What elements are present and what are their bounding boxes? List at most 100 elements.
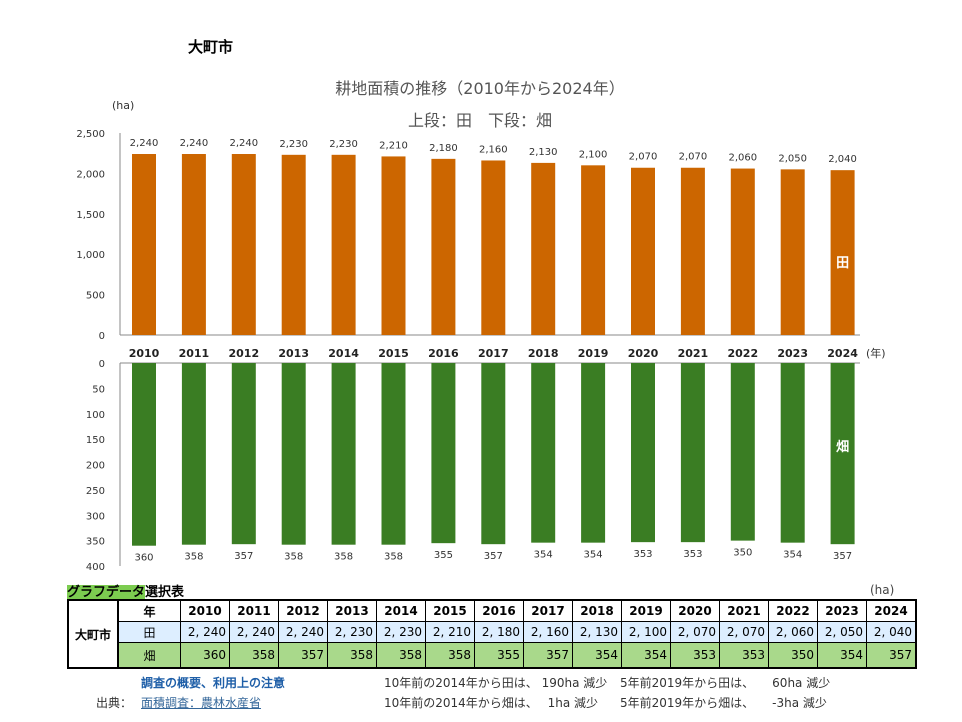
- rice-data-label: 2,210: [379, 140, 408, 151]
- field-cell[interactable]: 357: [866, 642, 917, 669]
- lower-y-tick: 100: [86, 410, 105, 421]
- years-cell[interactable]: 2023: [817, 599, 867, 622]
- upper-y-tick: 1,000: [76, 250, 105, 261]
- rice-data-label: 2,160: [479, 144, 508, 155]
- rice-cell[interactable]: 2, 210: [425, 621, 475, 643]
- x-axis-unit: (年): [866, 346, 886, 360]
- rice-cell[interactable]: 2, 160: [523, 621, 573, 643]
- lower-y-tick: 400: [86, 562, 105, 573]
- rice-data-label: 2,050: [778, 153, 807, 164]
- years-cell[interactable]: 2021: [719, 599, 769, 622]
- field-bar: [581, 363, 606, 543]
- rice-cell[interactable]: 2, 070: [670, 621, 720, 643]
- field-bar: [481, 363, 506, 545]
- rice-data-label: 2,240: [130, 138, 159, 149]
- rice-data-label: 2,230: [279, 139, 308, 150]
- field-bar: [431, 363, 456, 544]
- rice-cell[interactable]: 2, 040: [866, 621, 917, 643]
- field-bar: [531, 363, 556, 543]
- field-data-label: 358: [284, 552, 303, 563]
- field-data-label: 358: [184, 552, 203, 563]
- rice-bar: [132, 154, 156, 335]
- rice-cell[interactable]: 2, 100: [621, 621, 671, 643]
- upper-y-tick: 1,500: [76, 210, 105, 221]
- years-cell[interactable]: 2014: [376, 599, 426, 622]
- x-tick-label: 2022: [727, 347, 758, 360]
- field-bar: [381, 363, 406, 545]
- years-cell[interactable]: 2017: [523, 599, 573, 622]
- field-data-label: 357: [234, 551, 253, 562]
- rice-label: 田: [117, 621, 181, 643]
- rice-bar: [780, 169, 805, 335]
- lower-y-tick: 0: [99, 359, 105, 370]
- years-cell[interactable]: 2022: [768, 599, 818, 622]
- field-cell[interactable]: 354: [621, 642, 671, 669]
- rice-cell[interactable]: 2, 230: [327, 621, 377, 643]
- x-tick-label: 2019: [578, 347, 609, 360]
- field-cell[interactable]: 355: [474, 642, 524, 669]
- field-bar: [132, 363, 156, 546]
- field-data-label: 354: [534, 550, 553, 561]
- field-cell[interactable]: 358: [229, 642, 279, 669]
- field-cell[interactable]: 357: [278, 642, 328, 669]
- field-series-label: 畑: [836, 440, 849, 455]
- field-cell[interactable]: 353: [670, 642, 720, 669]
- rice-bar: [581, 165, 606, 335]
- rice-cell[interactable]: 2, 050: [817, 621, 867, 643]
- rice-data-label: 2,070: [679, 152, 708, 163]
- field-cell[interactable]: 354: [572, 642, 622, 669]
- field-cell[interactable]: 358: [376, 642, 426, 669]
- field-data-label: 355: [434, 550, 453, 561]
- rice-data-label: 2,240: [180, 138, 209, 149]
- field-bar: [231, 363, 256, 545]
- years-cell[interactable]: 2013: [327, 599, 377, 622]
- rice-cell[interactable]: 2, 240: [278, 621, 328, 643]
- years-cell[interactable]: 2010: [180, 599, 230, 622]
- years-cell[interactable]: 2011: [229, 599, 279, 622]
- field-cell[interactable]: 354: [817, 642, 867, 669]
- field-data-label: 350: [733, 548, 752, 559]
- years-cell[interactable]: 2020: [670, 599, 720, 622]
- rice-bar: [181, 154, 206, 335]
- note-rice-5y: 5年前2019年から田は、 60ha 減少: [620, 676, 831, 690]
- x-tick-label: 2014: [328, 347, 359, 360]
- field-bar: [181, 363, 206, 545]
- rice-cell[interactable]: 2, 180: [474, 621, 524, 643]
- source-link[interactable]: 面積調査：農林水産省: [141, 696, 262, 710]
- years-cell[interactable]: 2018: [572, 599, 622, 622]
- field-cell[interactable]: 353: [719, 642, 769, 669]
- years-cell[interactable]: 2015: [425, 599, 475, 622]
- lower-y-tick: 200: [86, 461, 105, 472]
- table-title: グラフデータ選択表: [67, 585, 185, 600]
- years-cell[interactable]: 2019: [621, 599, 671, 622]
- rice-cell[interactable]: 2, 070: [719, 621, 769, 643]
- field-cell[interactable]: 358: [327, 642, 377, 669]
- x-tick-label: 2016: [428, 347, 459, 360]
- x-tick-label: 2013: [278, 347, 309, 360]
- field-cell[interactable]: 350: [768, 642, 818, 669]
- x-tick-label: 2020: [628, 347, 659, 360]
- rice-cell[interactable]: 2, 130: [572, 621, 622, 643]
- rice-cell[interactable]: 2, 240: [180, 621, 230, 643]
- rice-cell[interactable]: 2, 230: [376, 621, 426, 643]
- data-table: 大町市年 2010 2011 2012 2013 2014 2015 2016 2017 2018…: [67, 599, 917, 669]
- field-data-label: 353: [683, 549, 702, 560]
- rice-data-label: 2,230: [329, 139, 358, 150]
- x-tick-label: 2023: [777, 347, 808, 360]
- x-tick-label: 2024: [827, 347, 858, 360]
- overview-link[interactable]: 調査の概要、利用上の注意: [141, 676, 286, 690]
- rice-cell[interactable]: 2, 240: [229, 621, 279, 643]
- note-rice-10y: 10年前の2014年から田は、 190ha 減少: [384, 676, 608, 690]
- field-cell[interactable]: 360: [180, 642, 230, 669]
- field-cell[interactable]: 357: [523, 642, 573, 669]
- years-cell[interactable]: 2016: [474, 599, 524, 622]
- years-cell[interactable]: 2012: [278, 599, 328, 622]
- rice-cell[interactable]: 2, 060: [768, 621, 818, 643]
- city-cell: 大町市: [67, 599, 119, 669]
- years-cell[interactable]: 2024: [866, 599, 917, 622]
- rice-bar: [631, 167, 655, 335]
- chart-title: 耕地面積の推移（2010年から2024年）: [335, 79, 624, 98]
- field-data-label: 357: [833, 551, 852, 562]
- field-cell[interactable]: 358: [425, 642, 475, 669]
- rice-bar: [381, 156, 406, 335]
